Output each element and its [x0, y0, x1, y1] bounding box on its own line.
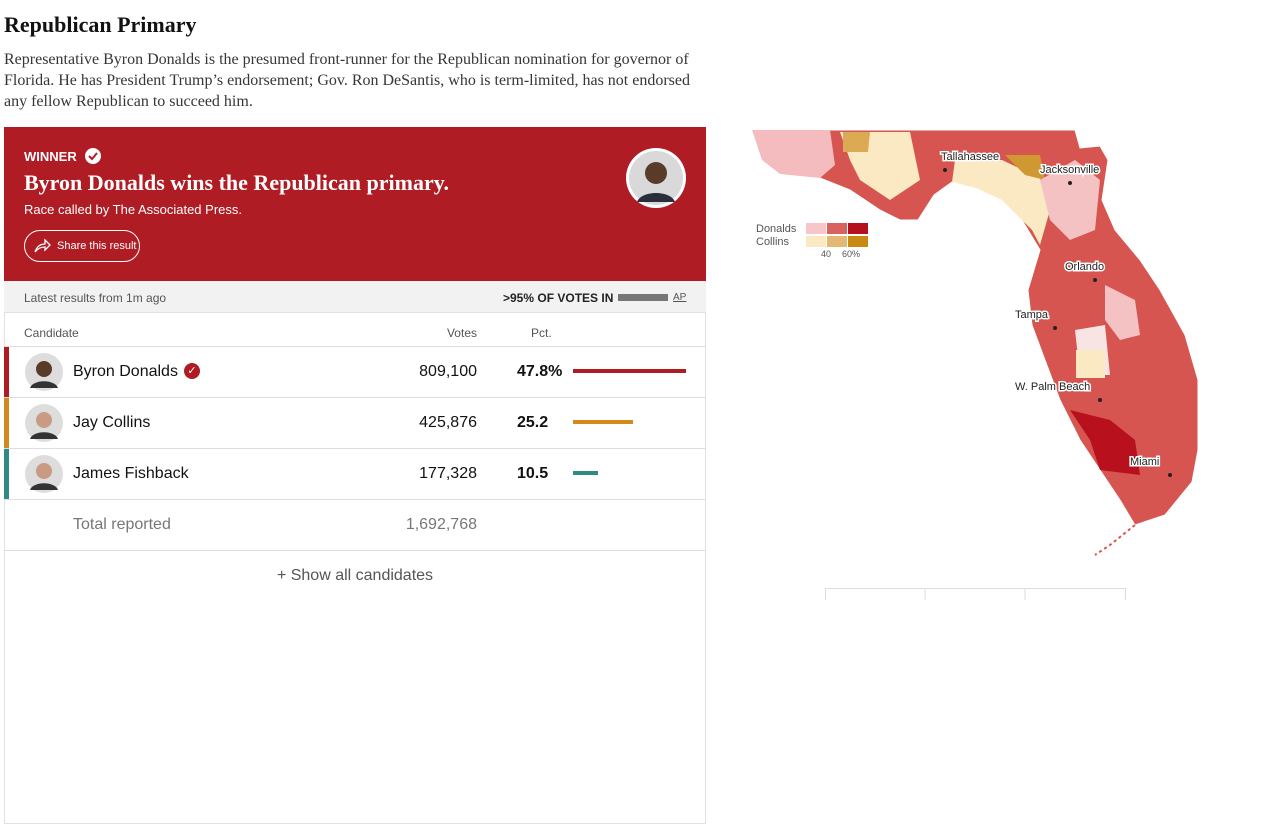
winner-headline: Byron Donalds wins the Republican primar…: [24, 170, 450, 195]
city-label: Orlando: [1065, 261, 1104, 273]
votes: 809,100: [419, 363, 477, 380]
share-text: Share this result: [57, 240, 137, 252]
race-called: Race called by The Associated Press.: [24, 202, 242, 217]
col-votes: Votes: [446, 326, 477, 340]
legend-tick: 40: [821, 249, 831, 259]
party-stripe: [4, 449, 9, 499]
candidate-photo: [25, 353, 63, 391]
winner-check: ✓: [184, 363, 200, 379]
region: [1005, 155, 1045, 180]
updated: Latest results from 1m ago: [24, 291, 167, 305]
legend-label: Collins: [756, 236, 790, 248]
votes: 177,328: [419, 465, 477, 482]
city-label: Tampa: [1015, 309, 1049, 321]
pct-bar: [573, 369, 687, 373]
votes: 425,876: [419, 414, 477, 431]
check-icon: [85, 148, 101, 164]
page-body: Republican Primary Representative Byron …: [4, 12, 1199, 824]
candidate-name: Byron Donalds: [73, 363, 178, 380]
candidate-name: James Fishback: [73, 465, 189, 482]
pct-bar: [573, 420, 633, 424]
pct: 10.5: [517, 465, 549, 482]
col-candidate: Candidate: [24, 326, 79, 340]
city-label: Tallahassee: [941, 151, 999, 163]
share-button[interactable]: Share this result: [24, 230, 140, 262]
section-title: Republican Primary: [4, 12, 197, 37]
candidate-photo: [25, 404, 63, 442]
map-tabs: [825, 588, 1126, 600]
region: [1076, 350, 1105, 378]
winner-photo: [626, 148, 686, 208]
photo-head: [36, 463, 52, 479]
party-stripe: [4, 398, 9, 448]
photo-body: [30, 483, 58, 490]
city-label: Jacksonville: [1040, 164, 1099, 176]
source: AP: [673, 292, 687, 303]
map: Tallahassee Jacksonville Orlando Tampa W. Pa…: [751, 129, 1199, 556]
city-dot: [1068, 181, 1072, 185]
photo-head: [36, 412, 52, 428]
legend-swatch: [806, 236, 826, 247]
candidate-row: Jay Collins 425,876 25.2: [4, 397, 706, 448]
total-votes: 1,692,768: [405, 516, 477, 533]
candidate-row: James Fishback 177,328 10.5: [4, 448, 706, 499]
winner-label: WINNER: [24, 149, 77, 164]
keys: [1094, 524, 1136, 556]
region: [1105, 285, 1140, 340]
region: [843, 132, 870, 152]
reporting-bar: [618, 294, 668, 301]
photo-head: [36, 361, 52, 377]
candidate-row: Byron Donalds ✓ 809,100 47.8%: [4, 346, 706, 397]
region: [752, 130, 835, 178]
candidate-photo: [25, 455, 63, 493]
city-label: Miami: [1130, 456, 1159, 468]
show-all[interactable]: + Show all candidates: [4, 550, 706, 601]
col-pct: Pct.: [531, 326, 552, 340]
show-all-text: + Show all candidates: [276, 567, 434, 584]
legend-swatch: [848, 236, 868, 247]
city-label: W. Palm Beach: [1015, 381, 1090, 393]
city-dot: [1168, 473, 1172, 477]
legend-swatch: [848, 223, 868, 234]
page: {"header":{"title":"Republican Primary",…: [4, 12, 1199, 824]
region: [1070, 410, 1140, 475]
party-stripe: [4, 347, 9, 397]
city-dot: [1053, 326, 1057, 330]
reporting: >95% OF VOTES IN: [503, 291, 614, 305]
region: [1040, 160, 1100, 240]
pct-bar: [573, 471, 598, 475]
city-dot: [1093, 278, 1097, 282]
legend-swatch: [827, 236, 847, 247]
legend-swatch: [827, 223, 847, 234]
city-dot: [943, 168, 947, 172]
legend-swatch: [806, 223, 826, 234]
legend-tick: 60%: [842, 249, 860, 259]
city-dot: [1098, 398, 1102, 402]
city-labels: Tallahassee Jacksonville Orlando Tampa W. Pa…: [940, 150, 1172, 477]
candidate-name: Jay Collins: [73, 414, 151, 431]
region: [952, 160, 1050, 245]
pct: 47.8%: [517, 363, 563, 380]
winner-panel: WINNER Byron Donalds wins the Republican…: [4, 127, 706, 281]
legend-label: Donalds: [756, 223, 797, 235]
total-row: Total reported 1,692,768: [4, 499, 706, 550]
description: Representative Byron Donalds is the pres…: [4, 51, 691, 110]
share-icon: [34, 238, 51, 253]
total-label: Total reported: [73, 516, 171, 533]
photo-body: [30, 381, 58, 388]
photo-body: [30, 432, 58, 439]
status-bar: Latest results from 1m ago >95% OF VOTES…: [4, 281, 706, 312]
pct: 25.2: [517, 414, 549, 431]
